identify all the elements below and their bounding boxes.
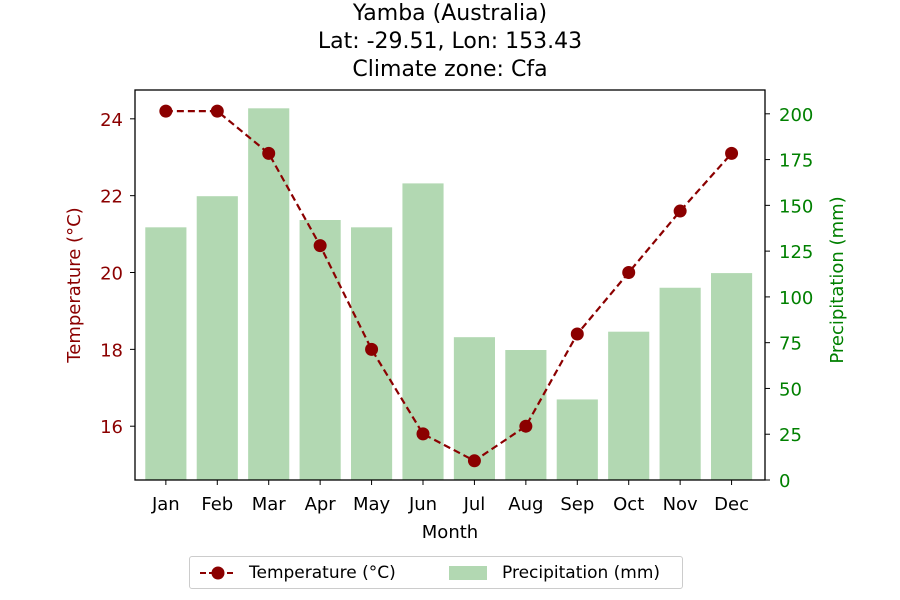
- legend-precipitation-swatch-icon: [449, 565, 487, 580]
- temperature-point-apr: [313, 239, 327, 253]
- precip-tick-label-100: 100: [779, 288, 813, 309]
- precip-bar-mar: [248, 108, 290, 480]
- precip-bar-feb: [196, 196, 238, 480]
- x-tick-label-jun: Jun: [408, 494, 437, 515]
- precip-bar-oct: [608, 331, 650, 480]
- legend-item-temperature: Temperature (°C): [198, 557, 396, 588]
- chart-title-line-2: Lat: -29.51, Lon: 153.43: [317, 29, 583, 54]
- precip-tick-label-200: 200: [779, 105, 813, 126]
- temp-tick-label-22: 22: [100, 187, 123, 208]
- x-tick-label-dec: Dec: [714, 494, 749, 515]
- temperature-point-jan: [159, 104, 173, 118]
- precip-bar-dec: [711, 273, 753, 480]
- precip-tick-label-0: 0: [779, 471, 790, 492]
- temp-tick-label-20: 20: [100, 264, 123, 285]
- x-tick-label-feb: Feb: [201, 494, 233, 515]
- temperature-point-feb: [210, 104, 224, 118]
- precip-tick-label-175: 175: [779, 151, 813, 172]
- temperature-point-dec: [725, 146, 739, 160]
- x-tick-label-apr: Apr: [305, 494, 337, 515]
- precip-bar-apr: [299, 220, 341, 480]
- precip-tick-label-75: 75: [779, 334, 802, 355]
- temp-tick-label-18: 18: [100, 340, 123, 361]
- x-tick-label-sep: Sep: [560, 494, 594, 515]
- x-tick-label-may: May: [353, 494, 391, 515]
- temperature-point-mar: [262, 146, 276, 160]
- chart-title-line-3: Climate zone: Cfa: [352, 57, 548, 82]
- temperature-point-nov: [673, 204, 687, 218]
- temperature-point-oct: [622, 266, 636, 280]
- precip-axis-label: Precipitation (mm): [827, 196, 848, 363]
- legend-temperature-marker-icon: [200, 566, 236, 579]
- temperature-point-may: [365, 342, 379, 356]
- temperature-line: [165, 110, 733, 463]
- x-axis-label: Month: [422, 522, 478, 543]
- temp-axis-label: Temperature (°C): [64, 207, 85, 363]
- precip-tick-label-50: 50: [779, 379, 802, 400]
- precip-bar-aug: [505, 350, 547, 480]
- precip-bar-sep: [556, 399, 598, 480]
- temperature-point-sep: [570, 327, 584, 341]
- temp-tick-label-24: 24: [100, 110, 123, 131]
- legend-item-precipitation: Precipitation (mm): [449, 557, 660, 588]
- x-tick-label-jul: Jul: [463, 494, 486, 515]
- precip-tick-label-25: 25: [779, 425, 802, 446]
- legend-precipitation-label: Precipitation (mm): [502, 562, 661, 583]
- precip-tick-label-125: 125: [779, 242, 813, 263]
- x-tick-label-oct: Oct: [613, 494, 644, 515]
- legend: Temperature (°C) Precipitation (mm): [189, 556, 683, 589]
- precip-bar-jan: [145, 227, 187, 480]
- x-tick-label-mar: Mar: [252, 494, 287, 515]
- x-tick-label-aug: Aug: [508, 494, 543, 515]
- x-tick-label-nov: Nov: [663, 494, 698, 515]
- plot-frame: [134, 89, 766, 481]
- precip-bar-nov: [659, 287, 701, 480]
- temperature-point-aug: [519, 419, 533, 433]
- temperature-point-jun: [416, 427, 430, 441]
- temp-tick-label-16: 16: [100, 417, 123, 438]
- precip-tick-label-150: 150: [779, 196, 813, 217]
- x-tick-label-jan: Jan: [151, 494, 180, 515]
- temperature-point-jul: [467, 454, 481, 468]
- legend-temperature-label: Temperature (°C): [249, 562, 396, 583]
- chart-title-line-1: Yamba (Australia): [352, 1, 548, 26]
